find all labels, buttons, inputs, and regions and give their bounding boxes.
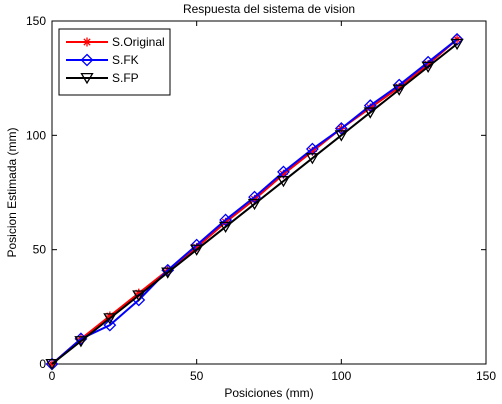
legend: S.Original S.FK S.FP xyxy=(58,28,171,96)
legend-label: S.Original xyxy=(112,35,165,49)
legend-entries: S.Original S.FK S.FP xyxy=(66,35,165,85)
data-point xyxy=(218,221,233,234)
data-point xyxy=(132,290,146,302)
data-point xyxy=(450,38,464,51)
data-point xyxy=(277,165,290,179)
axis-ticks: 0 50 100 150 0 50 100 150 xyxy=(26,14,496,383)
x-tick-label: 50 xyxy=(190,369,204,383)
data-point xyxy=(421,61,435,73)
legend-box xyxy=(58,28,171,96)
legend-swatch-marker xyxy=(80,72,94,85)
legend-entry: S.Original xyxy=(66,35,165,49)
data-point xyxy=(363,107,377,119)
series-line xyxy=(51,38,458,365)
data-point xyxy=(305,153,320,165)
legend-label: S.FK xyxy=(112,53,139,67)
data-point xyxy=(103,313,117,325)
x-axis-label: Posiciones (mm) xyxy=(224,386,313,400)
data-point xyxy=(219,213,233,227)
data-point xyxy=(334,122,348,135)
legend-entry: S.FP xyxy=(66,71,139,85)
series-line xyxy=(51,43,458,365)
data-point xyxy=(276,176,291,188)
data-point xyxy=(392,84,406,96)
data-point xyxy=(334,130,348,142)
legend-swatch-marker xyxy=(80,53,94,67)
x-tick-label: 100 xyxy=(331,369,351,383)
y-tick-label: 50 xyxy=(33,243,47,257)
data-point xyxy=(305,142,319,156)
data-point xyxy=(247,198,262,211)
chart-title: Respuesta del sistema de vision xyxy=(183,2,355,16)
y-tick-label: 0 xyxy=(39,357,46,371)
legend-entry: S.FK xyxy=(66,53,139,67)
data-point xyxy=(161,267,175,279)
data-point xyxy=(248,190,261,204)
data-point xyxy=(190,244,204,256)
y-tick-label: 150 xyxy=(26,14,46,28)
y-tick-label: 100 xyxy=(26,128,46,142)
legend-swatch-marker-stroke xyxy=(83,38,91,46)
data-point xyxy=(363,99,377,113)
x-tick-label: 0 xyxy=(49,369,56,383)
legend-swatch-marker xyxy=(82,37,92,47)
x-tick-label: 150 xyxy=(476,369,496,383)
y-axis-label: Posicion Estimada (mm) xyxy=(5,127,19,257)
data-point xyxy=(74,336,88,348)
data-point xyxy=(45,358,59,371)
legend-label: S.FP xyxy=(112,71,139,85)
series-layer xyxy=(45,32,464,371)
series-s-fp xyxy=(45,38,464,371)
data-point xyxy=(103,318,117,332)
